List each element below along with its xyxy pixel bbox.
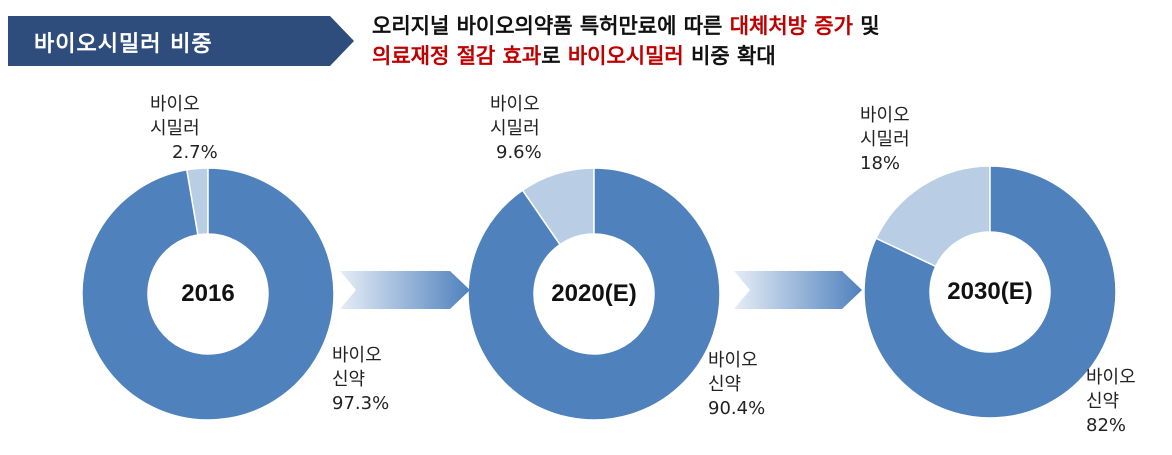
biologic-slice-2 [863, 165, 1117, 419]
biologic-slice-1 [467, 167, 721, 421]
slice-value: 97.3% [332, 393, 390, 414]
header-label: 바이오시밀러 비중 [34, 32, 213, 57]
slice-name-line: 시밀러 [860, 129, 910, 150]
line2-segment: 바이오시밀러 [567, 44, 684, 68]
year-label-2: 2030(E) [947, 278, 1033, 305]
subtitle-line-2: 의료재정 절감 효과로 바이오시밀러 비중 확대 [372, 40, 776, 70]
slice-name-line: 바이오 [332, 345, 382, 366]
slice-name-line: 바이오 [1086, 367, 1136, 388]
line1-segment: 대체처방 증가 [729, 14, 853, 38]
slice-value: 18% [860, 153, 901, 174]
slice-value: 90.4% [708, 398, 766, 419]
line2-segment: 로 [541, 44, 568, 68]
slice-name-line: 바이오 [490, 94, 540, 115]
line2-segment: 의료재정 절감 효과 [372, 44, 542, 68]
line1-segment: 오리지널 바이오의약품 특허만료에 따른 [372, 14, 730, 38]
year-label-1: 2020(E) [551, 280, 637, 307]
slice-name-line: 시밀러 [150, 118, 200, 139]
slice-name-line: 신약 [708, 374, 742, 395]
header-banner: 바이오시밀러 비중 [8, 16, 354, 66]
slice-value: 2.7% [172, 142, 218, 163]
transition-arrow-1 [734, 271, 862, 309]
slice-name-line: 바이오 [150, 94, 200, 115]
slice-value: 9.6% [496, 142, 542, 163]
subtitle-line-1: 오리지널 바이오의약품 특허만료에 따른 대체처방 증가 및 [372, 10, 880, 40]
slice-value: 82% [1086, 415, 1127, 436]
line2-segment: 비중 확대 [683, 44, 776, 68]
slice-name-line: 신약 [332, 369, 366, 390]
slice-name-line: 바이오 [860, 105, 910, 126]
year-label-0: 2016 [181, 280, 235, 307]
slice-name-line: 신약 [1086, 391, 1120, 412]
line1-segment: 및 [852, 14, 880, 38]
transition-arrow-0 [340, 271, 470, 309]
biosimilar-slice-2 [874, 165, 991, 268]
slice-name-line: 바이오 [708, 350, 758, 371]
slice-name-line: 시밀러 [490, 118, 540, 139]
header-banner-shape [8, 16, 354, 66]
biologic-slice-0 [81, 167, 335, 421]
